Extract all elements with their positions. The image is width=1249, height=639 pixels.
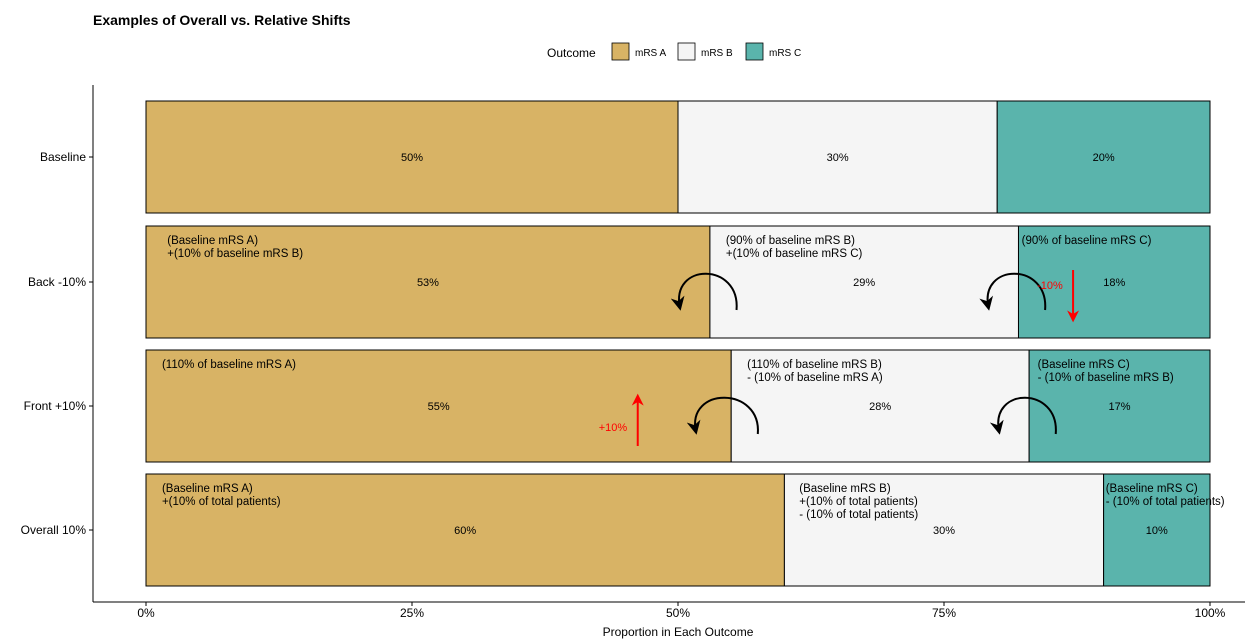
bar-segment	[1028, 349, 1211, 463]
legend-swatch	[745, 42, 764, 61]
x-tick-label: 25%	[400, 606, 424, 620]
shift-label: +10%	[599, 422, 628, 434]
x-tick-label: 100%	[1195, 606, 1226, 620]
bar-value-label: 60%	[454, 525, 476, 537]
bar-value-label: 30%	[827, 152, 849, 164]
legend: Outcome mRS A mRS B mRS C	[547, 42, 801, 61]
bar-value-label: 20%	[1093, 152, 1115, 164]
bar-segment	[709, 225, 1019, 339]
shift-curved-arrow	[979, 272, 1047, 311]
annotation-text: (Baseline mRS B)	[799, 483, 891, 495]
shift-curved-arrow	[670, 272, 738, 311]
shift-label: -10%	[1037, 280, 1063, 292]
legend-label: mRS B	[701, 48, 733, 59]
bar-value-label: 10%	[1146, 525, 1168, 537]
bar-value-label: 30%	[933, 525, 955, 537]
legend-title: Outcome	[547, 46, 596, 60]
bar-segment	[145, 225, 711, 339]
bar-value-label: 53%	[417, 277, 439, 289]
annotation-text: +(10% of total patients)	[799, 496, 918, 508]
bar-segment	[1017, 225, 1211, 339]
annotation-text: +(10% of baseline mRS B)	[167, 248, 303, 260]
chart-title: Examples of Overall vs. Relative Shifts	[93, 12, 351, 28]
bar-segment	[677, 100, 998, 214]
x-tick-label: 50%	[666, 606, 690, 620]
annotation-text: +(10% of baseline mRS C)	[726, 248, 863, 260]
bar-segment	[145, 473, 785, 587]
annotation-text: (90% of baseline mRS B)	[726, 235, 855, 247]
bar-value-label: 18%	[1103, 277, 1125, 289]
annotation-text: - (10% of baseline mRS B)	[1038, 372, 1174, 384]
annotation-text: - (10% of total patients)	[799, 509, 918, 521]
annotation-text: (110% of baseline mRS A)	[162, 359, 296, 371]
bar-segment	[145, 349, 732, 463]
x-tick-label: 75%	[932, 606, 956, 620]
shift-curved-arrow	[989, 396, 1057, 435]
y-tick-label: Overall 10%	[21, 523, 87, 537]
x-axis-title: Proportion in Each Outcome	[603, 625, 754, 639]
y-tick-label: Front +10%	[24, 399, 87, 413]
shift-curved-arrow	[686, 396, 759, 435]
y-tick-label: Back -10%	[28, 275, 86, 289]
annotation-text: (Baseline mRS A)	[167, 235, 258, 247]
bar-value-label: 29%	[853, 277, 875, 289]
legend-label: mRS A	[635, 48, 666, 59]
annotation-text: (Baseline mRS C)	[1038, 359, 1130, 371]
legend-swatch	[611, 42, 630, 61]
legend-label: mRS C	[769, 48, 801, 59]
bar-segment	[783, 473, 1105, 587]
bar-value-label: 17%	[1109, 401, 1131, 413]
annotation-text: (110% of baseline mRS B)	[747, 359, 882, 371]
annotation-text: (Baseline mRS C)	[1106, 483, 1198, 495]
annotation-text: - (10% of total patients)	[1106, 496, 1225, 508]
annotation-text: +(10% of total patients)	[162, 496, 281, 508]
bar-segment	[145, 100, 679, 214]
annotation-text: (90% of baseline mRS C)	[1022, 235, 1152, 247]
annotation-text: (Baseline mRS A)	[162, 483, 253, 495]
bar-value-label: 28%	[869, 401, 891, 413]
bar-segment	[996, 100, 1211, 214]
bar-value-label: 55%	[428, 401, 450, 413]
legend-swatch	[677, 42, 696, 61]
x-tick-label: 0%	[137, 606, 155, 620]
bar-segment	[1103, 473, 1211, 587]
y-tick-label: Baseline	[40, 150, 86, 164]
annotation-text: - (10% of baseline mRS A)	[747, 372, 883, 384]
bar-value-label: 50%	[401, 152, 423, 164]
plot-area: 50% 30% 20% Baseline 53% 29% 18% Back -10% 55% 28…	[21, 85, 1245, 639]
